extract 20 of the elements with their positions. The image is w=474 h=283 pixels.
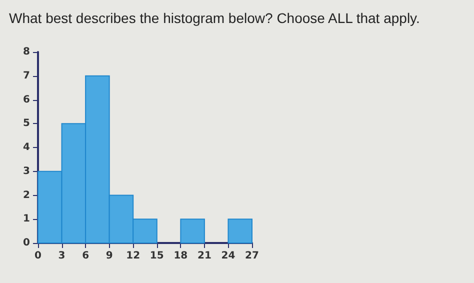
y-tick-label: 0 [23, 238, 30, 248]
y-tick-label: 3 [23, 166, 30, 177]
x-tick-label: 24 [221, 250, 236, 262]
chart-title: What best describes the histogram below? Choose ALL that apply. [9, 10, 420, 26]
y-tick-label: 2 [23, 190, 30, 201]
x-tick-label: 6 [82, 250, 90, 262]
y-tick-label: 4 [23, 142, 30, 153]
y-tick-label: 7 [23, 70, 30, 82]
y-tick-label: 5 [23, 118, 30, 130]
x-tick-label: 3 [58, 250, 66, 262]
x-tick-label: 9 [106, 250, 113, 262]
x-tick-label: 0 [34, 250, 42, 262]
x-tick-label: 21 [197, 250, 212, 262]
x-tick-label: 12 [126, 250, 140, 262]
y-tick-label: 8 [23, 46, 30, 58]
y-tick-label: 6 [23, 94, 30, 106]
y-tick-label: 1 [23, 214, 30, 225]
x-tick-label: 18 [174, 250, 188, 262]
x-tick-label: 15 [150, 250, 164, 262]
x-tick-label: 27 [245, 250, 259, 262]
